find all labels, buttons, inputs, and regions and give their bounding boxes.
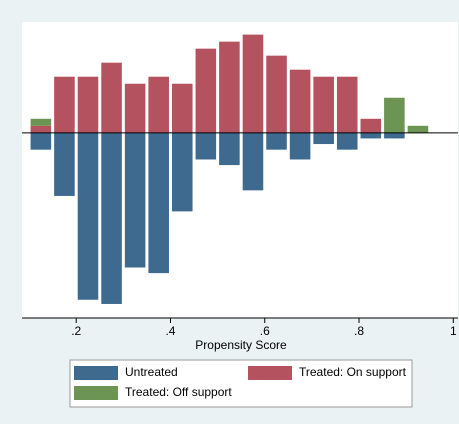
bar	[336, 132, 358, 150]
bar	[219, 41, 240, 133]
bar	[242, 34, 264, 133]
bar	[360, 118, 382, 133]
legend-swatch	[74, 366, 118, 380]
bar	[101, 62, 122, 133]
x-tick-label: .4	[165, 324, 175, 338]
bar	[313, 132, 334, 145]
bar	[54, 132, 75, 196]
bar	[195, 48, 217, 133]
bar	[30, 132, 52, 150]
bar	[148, 76, 169, 133]
bar	[148, 132, 169, 274]
legend-label: Treated: Off support	[125, 385, 232, 399]
x-tick-label: 1	[450, 324, 457, 338]
bar	[242, 132, 264, 191]
bar	[360, 132, 382, 139]
bar	[313, 76, 334, 133]
bar	[77, 76, 99, 133]
bar	[289, 132, 311, 160]
bar	[336, 76, 358, 133]
bar	[289, 69, 311, 133]
legend-label: Untreated	[125, 365, 178, 379]
bar	[195, 132, 217, 160]
bar	[30, 125, 52, 133]
legend	[69, 359, 413, 408]
bar	[171, 83, 193, 133]
bar	[77, 132, 99, 300]
legend-swatch	[248, 366, 292, 380]
bar	[407, 125, 429, 133]
x-tick-label: .8	[354, 324, 364, 338]
bar	[171, 132, 193, 212]
bar	[219, 132, 240, 166]
bar	[384, 97, 405, 133]
legend-label: Treated: On support	[299, 365, 407, 379]
bar	[124, 132, 146, 268]
bar	[384, 132, 405, 139]
x-tick-label: .6	[260, 324, 270, 338]
bar	[124, 83, 146, 133]
legend-swatch	[74, 386, 118, 400]
bar	[30, 118, 52, 126]
bar	[54, 76, 75, 133]
bar	[101, 132, 122, 304]
bar	[266, 132, 287, 150]
x-tick-label: .2	[71, 324, 81, 338]
bar	[266, 55, 287, 133]
x-axis-label: Propensity Score	[195, 338, 287, 352]
